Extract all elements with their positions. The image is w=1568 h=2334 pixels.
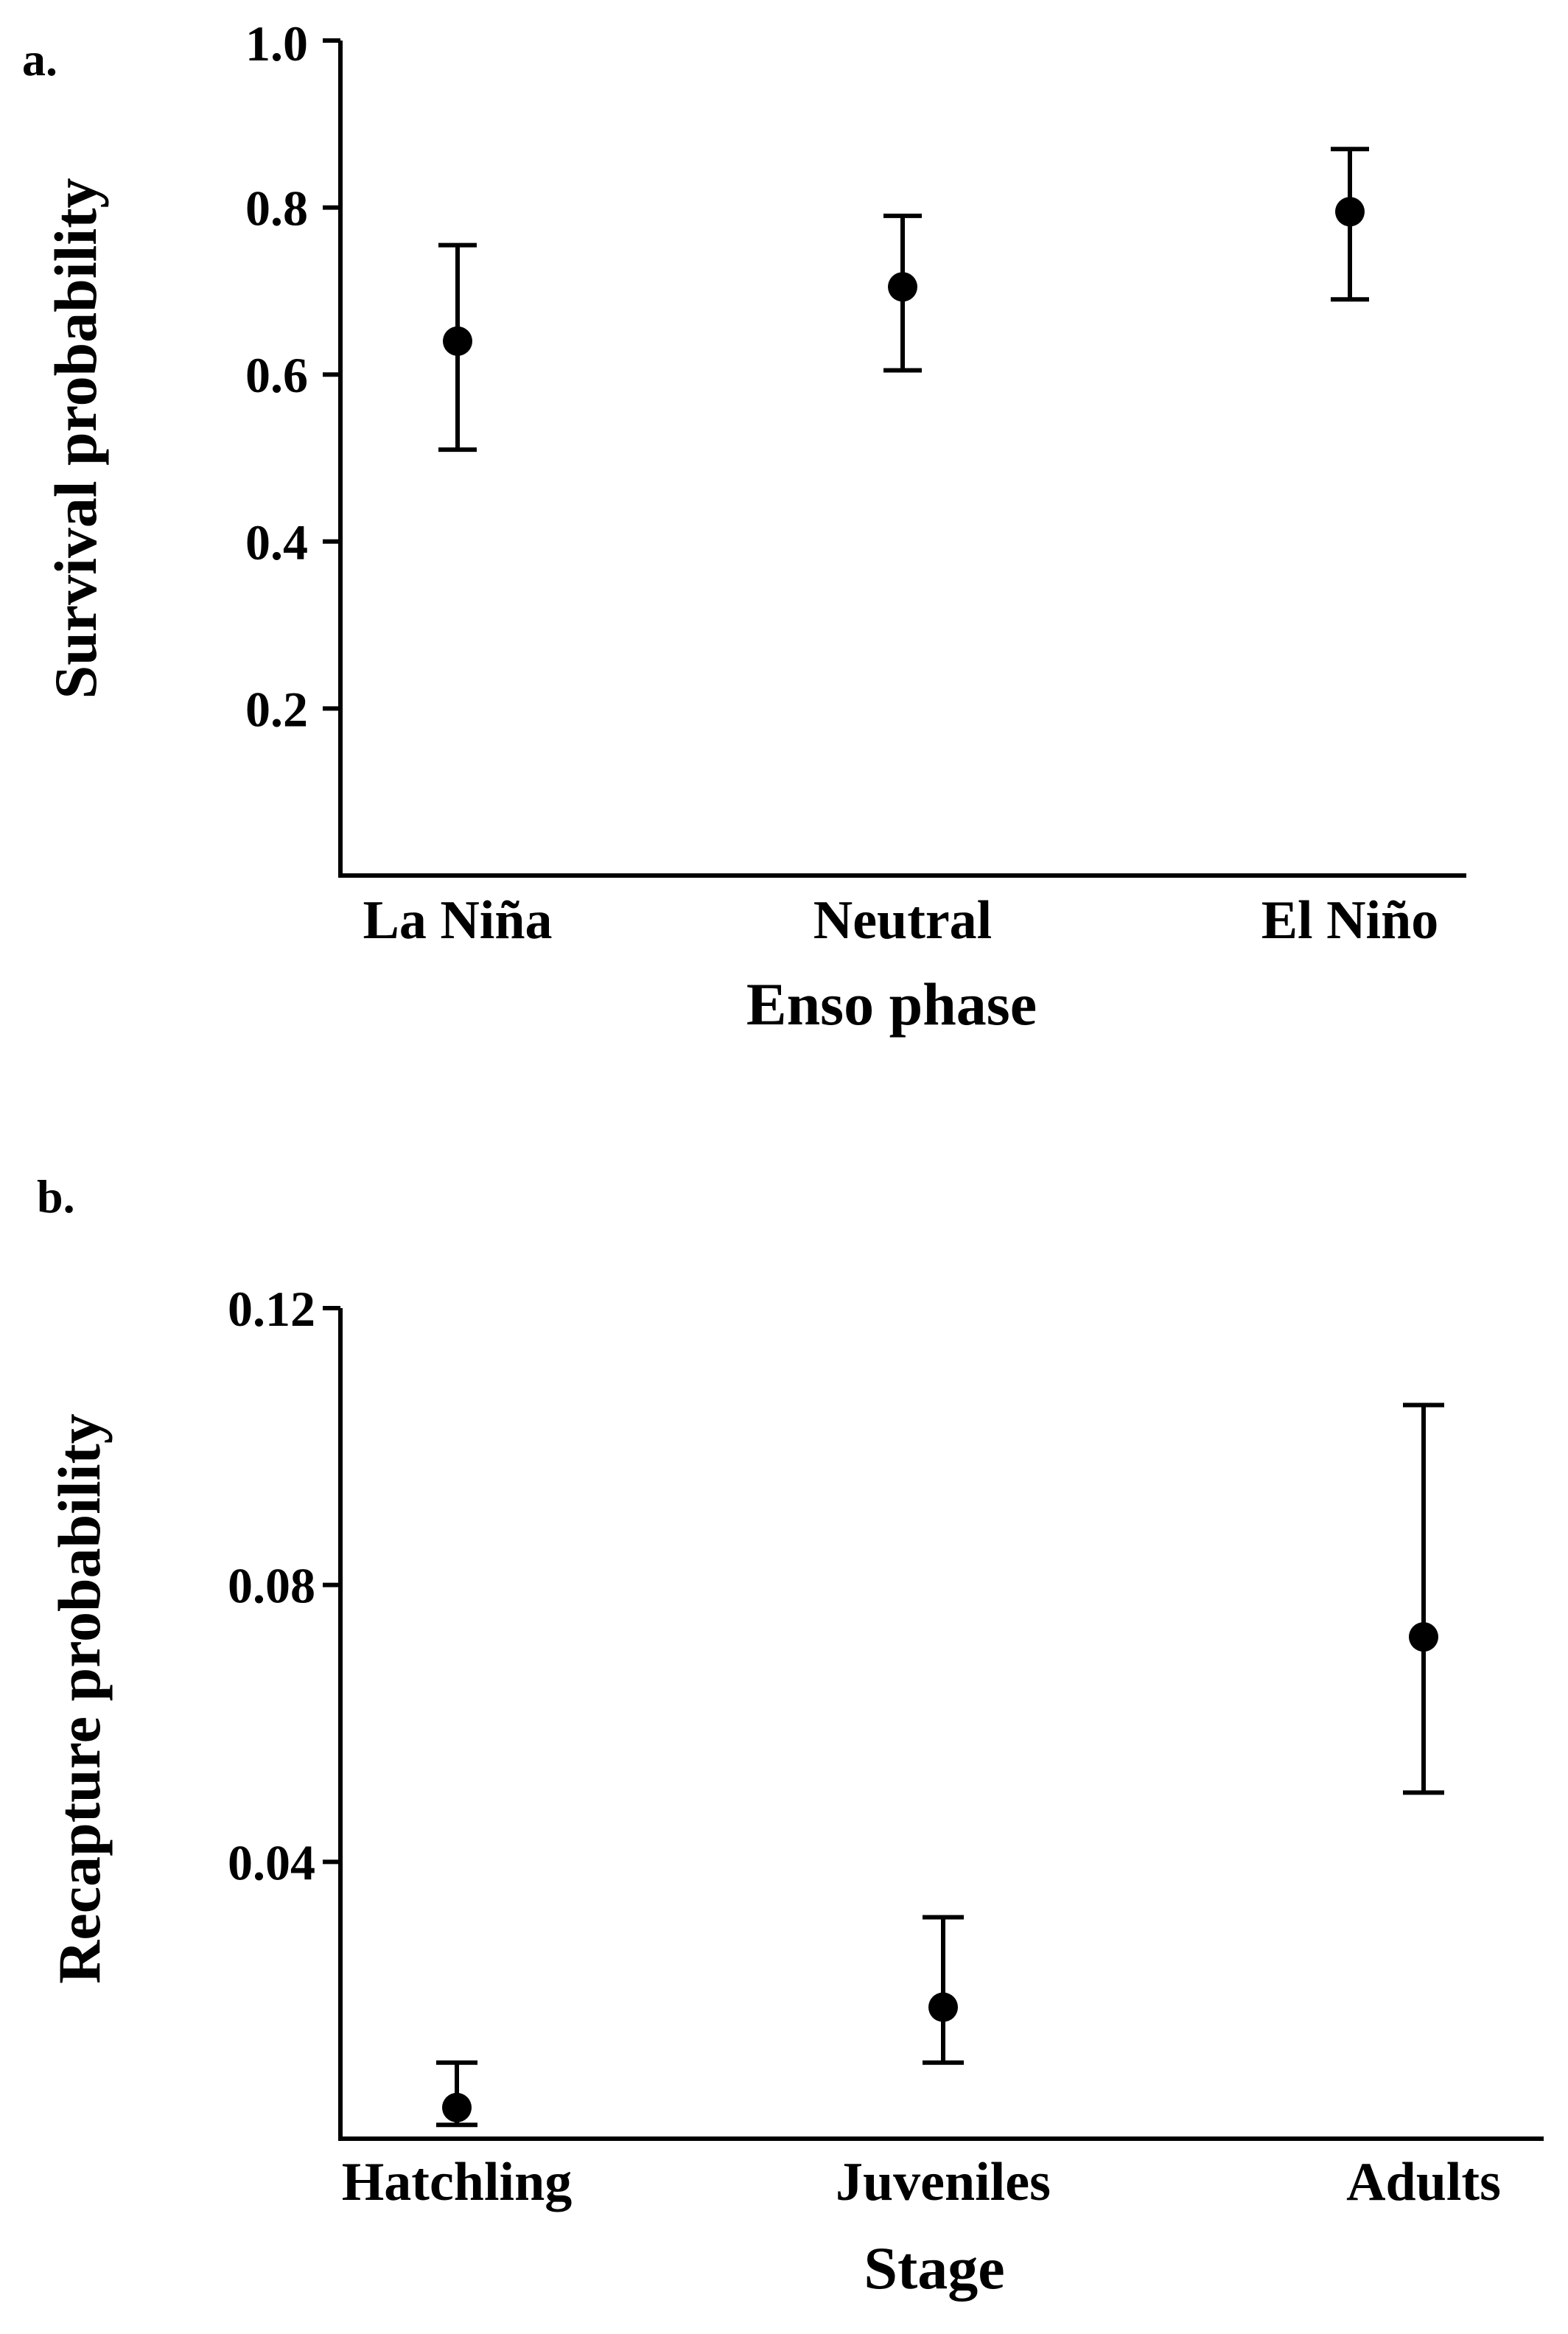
panel-a-ytick-label: 0.6 <box>245 347 308 403</box>
panel-a-ylabel: Survival probability <box>42 178 109 699</box>
data-point <box>1409 1622 1438 1652</box>
data-point <box>888 272 917 302</box>
panel-a-axes <box>338 41 1466 878</box>
panel-a-category-labels: La Niña Neutral El Niño <box>363 890 1438 951</box>
panel-a: a. 1.0 0.2 0.4 0.6 0.8 La Niña Neutral El Niñ… <box>22 15 1466 1038</box>
panel-b-yticks: 0.04 0.08 0.12 <box>228 1281 340 1890</box>
panel-b-ytick-label: 0.04 <box>228 1834 315 1890</box>
data-point <box>1335 197 1365 227</box>
panel-a-ytick-label: 0.8 <box>245 181 308 237</box>
data-point <box>928 1992 958 2022</box>
panel-a-label: a. <box>22 33 57 85</box>
panel-a-ytick-label: 0.4 <box>245 514 308 570</box>
panel-b-xlabel: Stage <box>864 2235 1004 2302</box>
category-label: Juveniles <box>836 2152 1051 2212</box>
panel-a-yticks: 0.2 0.4 0.6 0.8 <box>245 38 340 737</box>
category-label: Adults <box>1346 2152 1501 2212</box>
category-label: Neutral <box>813 890 993 951</box>
panel-b-ytick-label: 0.12 <box>228 1281 315 1337</box>
category-label: El Niño <box>1261 890 1439 951</box>
panel-a-marks <box>438 147 1369 453</box>
panel-b-label: b. <box>37 1170 75 1223</box>
panel-b: b. 0.04 0.08 0.12 Hatchling Juveniles Adults… <box>37 1170 1544 2302</box>
panel-a-ytick-label: 0.2 <box>245 681 308 737</box>
panel-b-ytick-label: 0.08 <box>228 1558 315 1614</box>
panel-b-ylabel: Recapture probability <box>46 1414 113 1984</box>
panel-b-category-labels: Hatchling Juveniles Adults <box>342 2152 1501 2212</box>
data-point <box>442 2092 472 2122</box>
panel-a-ytick-top-label: 1.0 <box>245 15 308 71</box>
data-point <box>443 326 472 356</box>
panel-b-marks <box>436 1402 1444 2128</box>
panel-b-axes <box>338 1308 1544 2141</box>
category-label: La Niña <box>363 890 552 951</box>
panel-a-xlabel: Enso phase <box>746 971 1037 1038</box>
category-label: Hatchling <box>342 2152 572 2212</box>
